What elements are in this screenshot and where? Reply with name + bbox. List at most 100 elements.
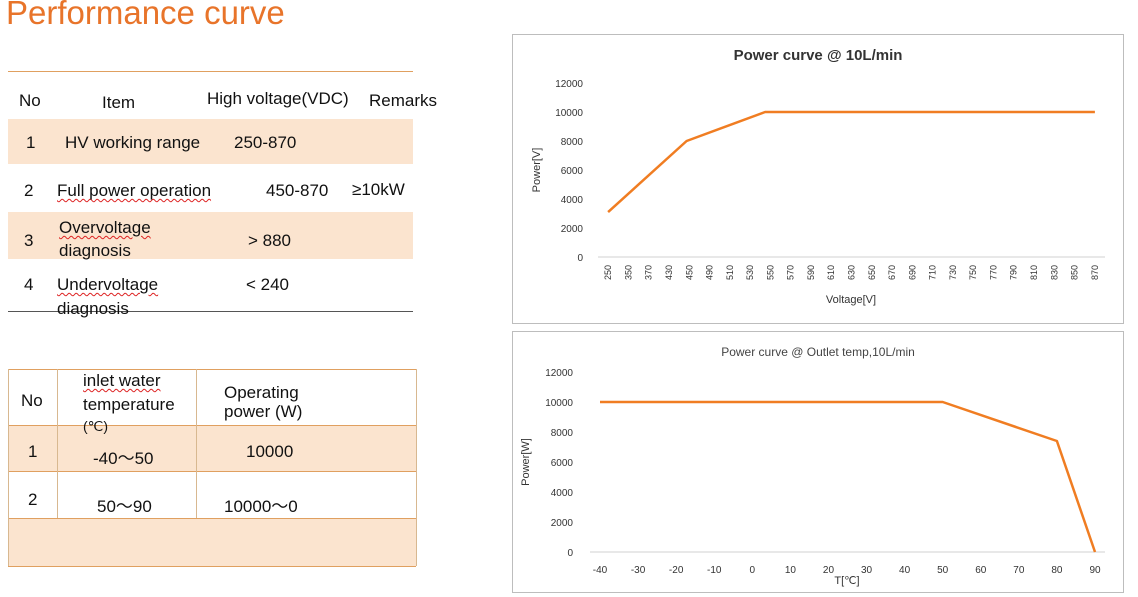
x-tick-label: 590: [806, 265, 816, 280]
row-power: 10000: [246, 442, 294, 461]
row-no: 3: [24, 231, 34, 250]
temperature-power-chart: Power curve @ Outlet temp,10L/min 0 2000 40…: [512, 331, 1124, 593]
x-tick-label: 60: [975, 565, 987, 576]
x-tick-label: 750: [968, 265, 978, 280]
row-item-line2: diagnosis: [59, 241, 131, 260]
y-axis-label: Power[W]: [520, 438, 532, 486]
x-tick-label: 510: [725, 265, 735, 280]
header-remarks: Remarks: [369, 91, 438, 110]
row-no: 2: [28, 490, 38, 509]
x-tick-label: 430: [664, 265, 674, 280]
y-tick-label: 0: [577, 253, 583, 264]
row-voltage: > 880: [248, 231, 292, 250]
voltage-power-chart-svg: Power curve @ 10L/min 0 2000 4000 6000 8000 10…: [531, 47, 1105, 306]
header-power-line2: power (W): [224, 402, 303, 421]
x-axis-label: T[℃]: [834, 575, 859, 587]
x-tick-label: 20: [823, 565, 835, 576]
x-tick-label: 350: [623, 265, 633, 280]
x-tick-label: -20: [669, 565, 684, 576]
row-no: 1: [26, 133, 36, 152]
table-rule: [8, 566, 416, 567]
x-tick-label: 30: [861, 565, 873, 576]
row-voltage: 250-870: [234, 133, 297, 152]
x-tick-label: 770: [988, 265, 998, 280]
header-voltage: High voltage(VDC): [207, 89, 349, 108]
table-rule: [8, 471, 416, 472]
y-axis-label: Power[V]: [531, 148, 543, 193]
x-tick-label: 730: [948, 265, 958, 280]
row-item-line1: Overvoltage: [59, 218, 151, 237]
series-line: [607, 110, 1095, 214]
x-tick-label: 650: [867, 265, 877, 280]
x-tick-label: 810: [1029, 265, 1039, 280]
x-tick-label: -40: [593, 565, 608, 576]
header-no: No: [21, 391, 43, 410]
table-row-band: [8, 518, 416, 566]
table-col-rule: [416, 369, 417, 566]
row-temp: -40～50: [93, 449, 154, 468]
row-item: HV working range: [65, 133, 201, 152]
x-tick-label: 0: [750, 565, 756, 576]
row-voltage: 450-870: [266, 181, 329, 200]
header-temp-line1: inlet water: [83, 371, 161, 390]
x-tick-label: 630: [847, 265, 857, 280]
chart-title: Power curve @ 10L/min: [734, 47, 903, 64]
table-row-band: [8, 119, 413, 164]
header-no: No: [19, 91, 41, 110]
table-col-rule: [8, 369, 9, 566]
header-temp-line2: temperature: [83, 395, 175, 414]
x-tick-label: 550: [765, 265, 775, 280]
x-tick-label: 50: [937, 565, 949, 576]
y-tick-label: 12000: [555, 79, 583, 90]
x-tick-label: 250: [603, 265, 613, 280]
x-tick-label: -30: [631, 565, 646, 576]
y-tick-label: 2000: [561, 224, 584, 235]
voltage-power-chart: Power curve @ 10L/min 0 2000 4000 6000 8000 10…: [512, 34, 1124, 324]
chart-title: Power curve @ Outlet temp,10L/min: [721, 345, 915, 359]
row-no: 2: [24, 181, 34, 200]
x-tick-label: 690: [907, 265, 917, 280]
row-remarks: ≥10kW: [352, 180, 405, 199]
header-power-line1: Operating: [224, 383, 299, 402]
page-title: Performance curve: [6, 0, 285, 31]
row-temp: 50～90: [97, 497, 152, 516]
series-line: [600, 400, 1097, 553]
row-no: 1: [28, 442, 38, 461]
y-tick-label: 6000: [561, 166, 584, 177]
table-col-rule: [196, 369, 197, 518]
y-tick-label: 2000: [551, 518, 574, 529]
x-axis-label: Voltage[V]: [826, 294, 876, 306]
table-rule: [8, 425, 416, 426]
x-tick-label: 490: [705, 265, 715, 280]
x-tick-label: 70: [1013, 565, 1025, 576]
table-row-band: [8, 425, 416, 471]
table-rule: [8, 369, 416, 370]
x-tick-label: 80: [1051, 565, 1063, 576]
header-item: Item: [102, 93, 136, 112]
y-tick-label: 8000: [551, 428, 574, 439]
y-tick-label: 12000: [545, 368, 573, 379]
x-tick-label: 530: [745, 265, 755, 280]
table-rule: [8, 518, 416, 519]
x-tick-label: 40: [899, 565, 911, 576]
row-no: 4: [24, 275, 34, 294]
x-tick-label: 870: [1090, 265, 1100, 280]
x-tick-label: 790: [1009, 265, 1019, 280]
y-tick-label: 6000: [551, 458, 574, 469]
temperature-power-chart-svg: Power curve @ Outlet temp,10L/min 0 2000 40…: [520, 345, 1105, 587]
row-voltage: < 240: [246, 275, 290, 294]
row-item: Full power operation: [57, 181, 212, 200]
y-tick-label: 4000: [551, 488, 574, 499]
y-tick-label: 10000: [545, 398, 573, 409]
y-tick-label: 8000: [561, 137, 584, 148]
x-tick-label: 90: [1089, 565, 1101, 576]
table-top-rule: [8, 71, 413, 72]
row-item-line2: diagnosis: [57, 299, 129, 318]
x-tick-label: 450: [684, 265, 694, 280]
table-bottom-rule: [8, 311, 413, 312]
x-tick-label: 570: [786, 265, 796, 280]
table-col-rule: [57, 369, 58, 518]
x-tick-label: 670: [887, 265, 897, 280]
x-tick-label: 710: [928, 265, 938, 280]
header-temp-line3: (℃): [83, 418, 109, 434]
